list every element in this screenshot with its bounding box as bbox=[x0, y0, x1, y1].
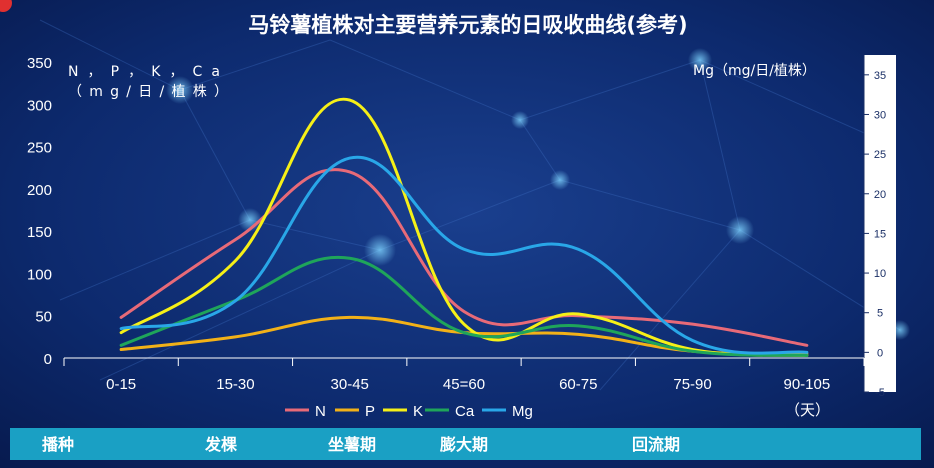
x-axis-unit: （天） bbox=[785, 402, 830, 419]
left-axis-tick-label: 300 bbox=[27, 97, 52, 114]
stage-label-bulking: 膨大期 bbox=[440, 435, 488, 454]
right-axis-tick-label: 15 bbox=[874, 228, 886, 240]
right-axis-tick-label: 30 bbox=[874, 109, 886, 121]
chart-title: 马铃薯植株对主要营养元素的日吸收曲线(参考) bbox=[248, 13, 687, 37]
series-lines bbox=[119, 97, 809, 357]
right-axis-tick-label: -5 bbox=[875, 387, 885, 399]
x-axis-tick-label: 60-75 bbox=[559, 376, 597, 393]
stage-label-tuber-setting: 坐薯期 bbox=[328, 435, 376, 454]
left-axis-tick-label: 100 bbox=[27, 266, 52, 283]
stage-label-emergence: 发棵 bbox=[204, 435, 237, 454]
left-axis-tick-label: 150 bbox=[27, 224, 52, 241]
right-axis-panel bbox=[864, 55, 896, 392]
right-axis-tick-label: 0 bbox=[877, 347, 883, 359]
left-axis-tick-label: 250 bbox=[27, 140, 52, 157]
x-axis-tick-label: 15-30 bbox=[216, 376, 254, 393]
x-axis-tick-label: 30-45 bbox=[331, 376, 369, 393]
legend: N P K Ca Mg bbox=[285, 403, 533, 420]
right-axis-tick-label: 10 bbox=[874, 268, 886, 280]
left-axis-tick-label: 200 bbox=[27, 182, 52, 199]
right-axis-tick-label: 20 bbox=[874, 189, 886, 201]
x-axis-tick-label: 0-15 bbox=[106, 376, 136, 393]
x-axis-tick-label: 75-90 bbox=[673, 376, 711, 393]
right-axis-tick-label: 35 bbox=[874, 70, 886, 82]
left-axis: 0 50 100 150 200 250 300 350 bbox=[27, 55, 52, 368]
left-axis-unit-line2: （ m g / 日 / 植 株 ） bbox=[68, 84, 228, 100]
right-axis-tick-label: 5 bbox=[877, 308, 883, 320]
right-axis: -5 0 5 10 15 20 25 30 35 bbox=[863, 55, 896, 399]
legend-label-n: N bbox=[315, 403, 326, 420]
left-axis-tick-label: 0 bbox=[44, 351, 52, 368]
series-line-mg bbox=[119, 155, 809, 355]
stage-label-sowing: 播种 bbox=[42, 435, 74, 454]
left-axis-unit-line1: N ， P ， K ， C a bbox=[68, 64, 220, 80]
legend-label-p: P bbox=[365, 403, 375, 420]
left-axis-tick-label: 50 bbox=[35, 309, 52, 326]
left-axis-tick-label: 350 bbox=[27, 55, 52, 72]
right-axis-unit: Mg（mg/日/植株） bbox=[693, 63, 816, 79]
series-line-k bbox=[119, 97, 809, 357]
stage-bar: 播种 发棵 坐薯期 膨大期 回流期 bbox=[10, 428, 921, 460]
stage-label-return: 回流期 bbox=[632, 435, 680, 454]
x-axis: 0-15 15-30 30-45 45=60 60-75 75-90 90-105 bbox=[63, 357, 865, 393]
legend-label-mg: Mg bbox=[512, 403, 533, 420]
series-line-n bbox=[119, 168, 809, 347]
legend-label-ca: Ca bbox=[455, 403, 475, 420]
legend-label-k: K bbox=[413, 403, 423, 420]
x-axis-tick-label: 45=60 bbox=[443, 376, 485, 393]
x-axis-tick-label: 90-105 bbox=[783, 376, 830, 393]
right-axis-tick-label: 25 bbox=[874, 149, 886, 161]
